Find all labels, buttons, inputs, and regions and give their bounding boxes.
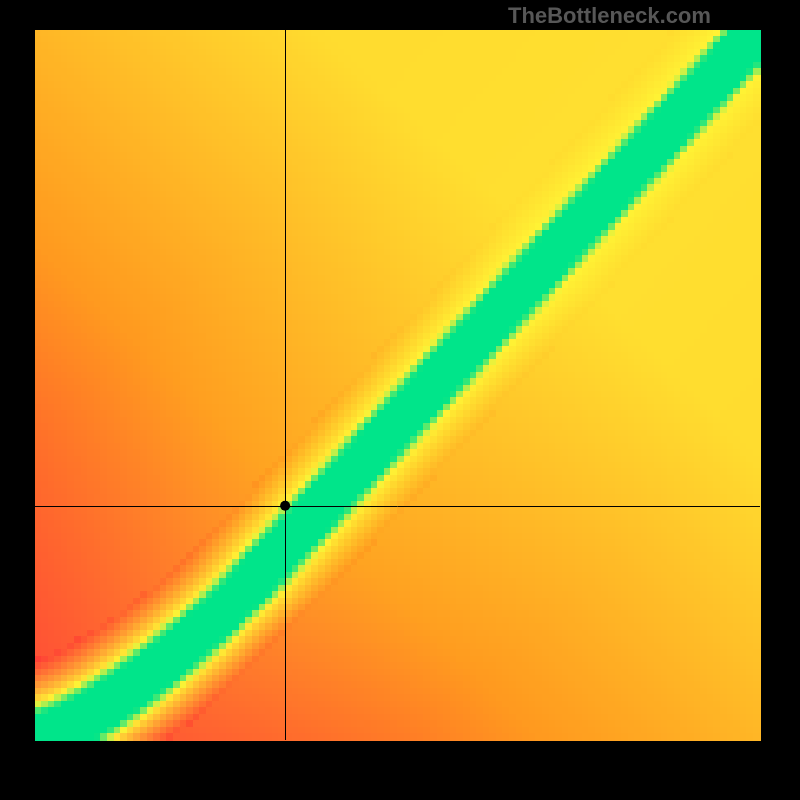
bottleneck-heatmap: [0, 0, 800, 800]
watermark-text: TheBottleneck.com: [508, 3, 711, 29]
